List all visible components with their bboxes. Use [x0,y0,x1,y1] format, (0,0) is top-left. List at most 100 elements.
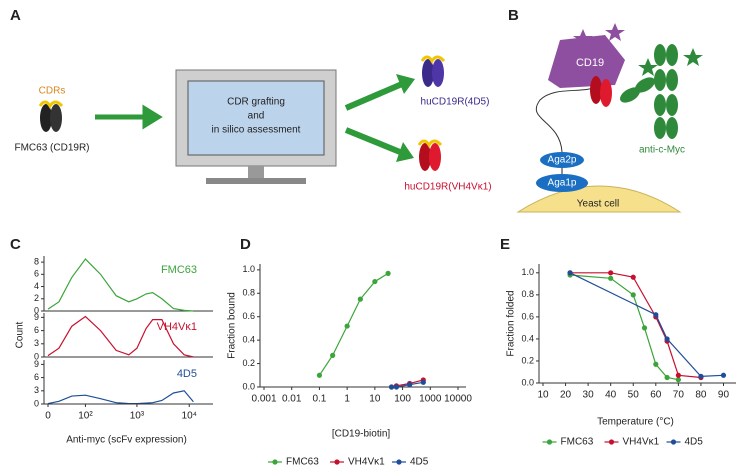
y-axis-label: Count [15,321,26,348]
cell-label: Yeast cell [577,199,619,210]
point [567,270,573,276]
y-axis-label: Fraction bound [227,292,238,359]
point [641,325,648,331]
output-label: huCD19R(4D5) [421,97,490,108]
panel-label: C [10,236,21,253]
screen [187,80,325,156]
panel-label: E [500,236,510,253]
point [388,384,395,390]
anti-myc-antibody [620,44,703,139]
fit-line [569,272,724,378]
point [664,374,670,381]
y-tick-label: 0.0 [242,381,255,391]
point [372,278,378,285]
aga2p [540,152,584,168]
legend-marker [396,459,402,465]
legend-marker [608,439,615,445]
aga2p-label: Aga2p [548,155,577,166]
legend-label: 4D5 [410,457,429,468]
panel-label: A [10,7,21,24]
y-axis-label: Fraction folded [506,290,517,356]
x-tick-label: 0.001 [251,394,276,405]
series-label: VH4Vκ1 [157,321,197,333]
point [608,270,614,276]
arrow-head [396,74,415,94]
output-label: huCD19R(VH4Vκ1) [404,182,491,193]
x-tick-label: 10000 [444,394,472,405]
legend-marker [670,439,677,445]
x-tick-label: 50 [628,390,640,401]
y-tick-label: 2 [34,293,39,303]
fit-line [570,272,701,379]
x-tick-label: 10³ [130,411,145,422]
point [407,382,413,388]
y-tick-label: 0 [34,305,39,315]
arrow [95,104,163,130]
fit-line [318,272,389,376]
point [653,312,659,318]
y-tick-label: 0.4 [242,335,255,345]
panel-label: B [508,7,519,24]
process-text: CDR grafting [227,97,285,108]
x-axis-label: Anti-myc (scFv expression) [66,435,187,446]
y-tick-label: 4 [34,281,39,291]
x-tick-label: 0.1 [312,394,326,405]
y-tick-label: 8 [34,256,39,266]
x-axis-label: [CD19-biotin] [332,429,391,440]
legend-label: FMC63 [286,457,319,468]
y-tick-label: 0.6 [521,311,534,321]
antibody-icon [420,55,446,87]
histogram [47,258,194,312]
point [330,352,336,358]
antibody-icon [417,139,443,171]
series-label: 4D5 [177,368,197,380]
point [393,384,400,390]
series-label: FMC63 [161,264,197,276]
point [653,361,659,367]
antibody-label: anti-c-Myc [639,145,685,156]
y-tick-label: 0.8 [521,289,534,299]
legend-marker [334,459,340,465]
scfv [590,76,602,104]
point [630,274,636,280]
y-tick-label: 9 [34,359,39,369]
x-tick-label: 10² [78,411,93,422]
arrow-head [396,142,414,162]
cd19-label: CD19 [576,57,604,69]
y-tick-label: 6 [34,325,39,335]
point [316,372,323,378]
point [420,379,426,385]
point [720,372,727,378]
point [357,296,363,302]
x-tick-label: 10 [369,394,381,405]
point [698,373,704,379]
x-tick-label: 0 [45,411,51,422]
arrow [344,127,402,155]
x-tick-label: 80 [695,390,707,401]
glycan [605,23,625,41]
scfv [600,79,612,107]
legend-label: VH4Vκ1 [348,457,385,468]
y-tick-label: 3 [34,385,39,395]
legend-label: VH4Vκ1 [623,437,660,448]
x-tick-label: 60 [650,390,662,401]
legend-label: FMC63 [561,437,594,448]
y-tick-label: 0.2 [242,358,255,368]
x-tick-label: 0.01 [282,394,302,405]
panel-a: A CDRs FMC63 (CD19R) CDR grafting and in… [10,7,492,193]
monitor-stand [248,166,264,178]
legend-marker [546,439,553,445]
point [385,270,391,276]
monitor-base [206,178,306,184]
antibody-icon [38,100,64,132]
y-tick-label: 1.0 [521,267,534,277]
y-tick-label: 0.6 [242,311,255,321]
yeast-cell [516,185,682,213]
histogram [47,390,194,405]
x-tick-label: 100 [394,394,411,405]
x-tick-label: 1000 [419,394,442,405]
legend-label: 4D5 [685,437,704,448]
glycan [573,29,593,47]
x-tick-label: 10⁴ [182,411,197,422]
